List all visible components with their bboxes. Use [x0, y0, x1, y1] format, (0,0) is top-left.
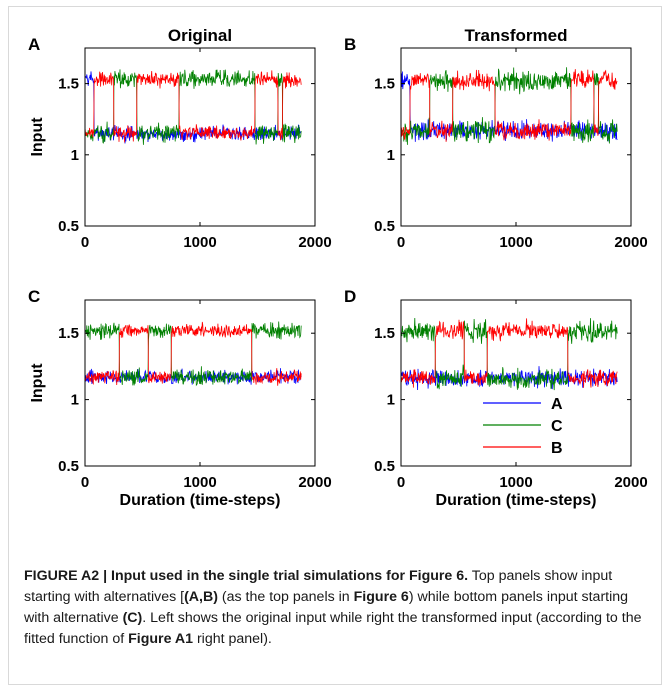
figure-caption: FIGURE A2 | Input used in the single tri… [24, 566, 652, 650]
x-tick-label: 1000 [183, 234, 216, 251]
y-tick-label: 0.5 [58, 218, 79, 235]
x-tick-label: 1000 [183, 474, 216, 491]
y-tick-label: 0.5 [374, 218, 395, 235]
y-tick-label: 1 [387, 147, 395, 164]
legend: ACB [483, 396, 563, 457]
panel-letter-a: A [28, 35, 40, 54]
series-line-b [400, 69, 618, 142]
caption-text-4: . Left shows the original input while ri… [24, 610, 642, 647]
panel-letter-b: B [344, 35, 356, 54]
series-line-c [84, 69, 302, 145]
caption-text-3: ) while bottom panels input starting wit… [24, 589, 629, 626]
caption-ref-ab: (A,B) [184, 589, 218, 605]
legend-label-b: B [551, 440, 563, 457]
x-tick-label: 2000 [614, 234, 647, 251]
panel-letter-c: C [28, 287, 40, 306]
x-tick-label: 1000 [499, 474, 532, 491]
caption-label: FIGURE A2 | Input used in the single tri… [24, 568, 469, 584]
panel-c: C 0 1000 2000 0.5 1 1.5 Input Duration (time-ste… [28, 287, 332, 509]
series-line-c [400, 317, 618, 391]
x-tick-label: 0 [81, 474, 89, 491]
y-tick-label: 1.5 [374, 76, 395, 93]
y-tick-label: 1 [71, 392, 79, 409]
panel-b: B Transformed 0 1000 2000 0.5 1 1.5 [344, 26, 648, 251]
y-tick-label: 1 [387, 392, 395, 409]
x-axis-label: Duration (time-steps) [120, 492, 281, 509]
x-tick-label: 0 [397, 474, 405, 491]
caption-text-5: right panel). [193, 631, 272, 647]
y-tick-label: 1.5 [58, 76, 79, 93]
caption-ref-c: (C) [122, 610, 143, 626]
caption-text-2: (as the top panels in [217, 589, 354, 605]
y-axis-label: Input [29, 363, 46, 403]
series-line-b [84, 70, 302, 143]
series-line-b [84, 321, 302, 386]
y-tick-label: 1.5 [374, 325, 395, 342]
legend-label-c: C [551, 418, 563, 435]
series-line-c [400, 67, 618, 145]
caption-text-1: Top panels show input starting with alte… [24, 568, 613, 605]
x-axis-label: Duration (time-steps) [436, 492, 597, 509]
legend-label-a: A [551, 396, 563, 413]
x-tick-label: 0 [397, 234, 405, 251]
y-tick-label: 0.5 [374, 458, 395, 475]
y-tick-label: 1.5 [58, 325, 79, 342]
x-tick-label: 2000 [298, 234, 331, 251]
x-tick-label: 2000 [298, 474, 331, 491]
y-tick-label: 0.5 [58, 458, 79, 475]
panel-a: A Original 0 1000 2000 0.5 1 1.5 Input [28, 26, 332, 251]
panel-title: Transformed [465, 26, 568, 45]
series-line-c [84, 321, 302, 387]
x-tick-label: 1000 [499, 234, 532, 251]
caption-ref-figure6: Figure 6 [353, 589, 409, 605]
panel-d: D 0 1000 2000 0.5 1 1.5 Duration (time-steps) AC… [344, 287, 648, 509]
caption-ref-figureA1: Figure A1 [128, 631, 194, 647]
x-tick-label: 0 [81, 234, 89, 251]
panel-title: Original [168, 26, 232, 45]
plot-frame [84, 299, 316, 467]
figure-frame [8, 6, 662, 685]
y-tick-label: 1 [71, 147, 79, 164]
y-axis-label: Input [29, 117, 46, 157]
x-tick-label: 2000 [614, 474, 647, 491]
series-line-b [400, 318, 618, 388]
panel-letter-d: D [344, 287, 356, 306]
